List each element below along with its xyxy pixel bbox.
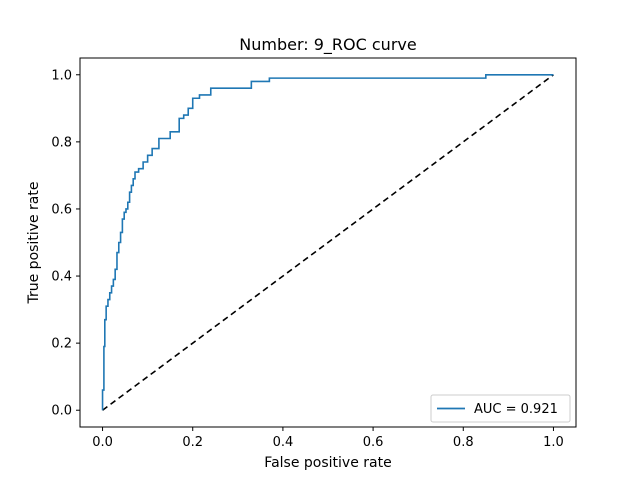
chart-title: Number: 9_ROC curve <box>239 35 416 55</box>
y-tick-label: 0.4 <box>51 270 72 285</box>
diagonal-reference-line <box>102 74 554 411</box>
legend: AUC = 0.921 <box>430 394 571 423</box>
legend-label-roc: AUC = 0.921 <box>474 402 558 417</box>
x-tick-label: 0.2 <box>182 435 203 450</box>
x-tick-label: 0.6 <box>363 435 384 450</box>
x-tick-label: 1.0 <box>543 435 564 450</box>
y-tick-label: 0.2 <box>51 337 72 352</box>
y-tick-label: 1.0 <box>51 68 72 83</box>
y-tick-label: 0.8 <box>51 135 72 150</box>
plot-frame <box>79 57 577 428</box>
y-tick-label: 0.6 <box>51 202 72 217</box>
roc-curve-line <box>101 73 554 411</box>
y-axis-label: True positive rate <box>26 182 42 305</box>
x-tick-label: 0.0 <box>92 435 113 450</box>
legend-box <box>430 394 571 423</box>
y-axis: 0.0 0.2 0.4 0.6 0.8 1.0 <box>51 68 80 419</box>
x-axis: 0.0 0.2 0.4 0.6 0.8 1.0 <box>92 427 564 450</box>
x-tick-label: 0.8 <box>453 435 474 450</box>
y-tick-label: 0.0 <box>51 404 72 419</box>
x-axis-label: False positive rate <box>264 455 391 471</box>
series-group <box>101 73 554 411</box>
x-tick-label: 0.4 <box>273 435 294 450</box>
